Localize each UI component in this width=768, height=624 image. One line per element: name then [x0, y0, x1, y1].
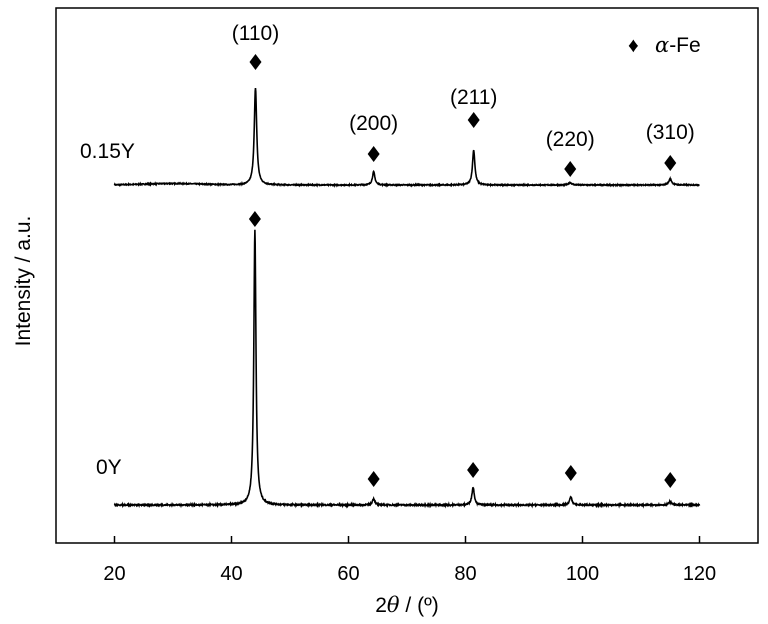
peak-annotation: (310)	[646, 121, 695, 144]
x-axis-title: 2θ / (º)	[375, 593, 439, 617]
alpha-fe-marker	[467, 462, 480, 478]
legend: ♦ α-Fe	[628, 33, 701, 57]
alpha-fe-marker	[249, 54, 262, 70]
peak-annotation: (110)	[232, 22, 279, 45]
y-axis-title: Intensity / a.u.	[12, 216, 35, 347]
series-label-0Y: 0Y	[96, 456, 122, 479]
x-axis-title-suffix: / (º)	[400, 594, 439, 617]
x-tick-label: 20	[103, 563, 125, 585]
alpha-fe-marker	[564, 465, 577, 481]
x-tick-label: 100	[566, 563, 599, 585]
peak-annotation: (220)	[546, 128, 595, 151]
x-axis-title-prefix: 2	[375, 594, 387, 617]
alpha-fe-marker	[564, 161, 577, 177]
legend-text: -Fe	[669, 34, 701, 57]
legend-marker: ♦	[628, 34, 639, 57]
alpha-fe-marker	[248, 211, 261, 227]
x-axis-title-theta: θ	[387, 593, 400, 617]
alpha-fe-marker	[367, 146, 380, 162]
x-tick-label: 120	[683, 563, 716, 585]
x-tick-label: 40	[220, 563, 242, 585]
alpha-fe-marker	[664, 155, 677, 171]
plot-frame	[55, 7, 759, 544]
alpha-fe-marker	[467, 112, 480, 128]
legend-alpha-symbol: α	[655, 33, 669, 57]
series-label-015Y: 0.15Y	[80, 140, 135, 163]
alpha-fe-marker	[367, 471, 380, 487]
peak-annotation: (211)	[450, 86, 497, 109]
x-tick-label: 80	[454, 563, 476, 585]
peak-annotation: (200)	[349, 112, 398, 135]
series-line-015Y	[113, 87, 700, 188]
legend-label: α-Fe	[655, 33, 701, 57]
series-line-0Y	[113, 229, 701, 509]
x-tick-label: 60	[337, 563, 359, 585]
alpha-fe-marker	[664, 472, 677, 488]
